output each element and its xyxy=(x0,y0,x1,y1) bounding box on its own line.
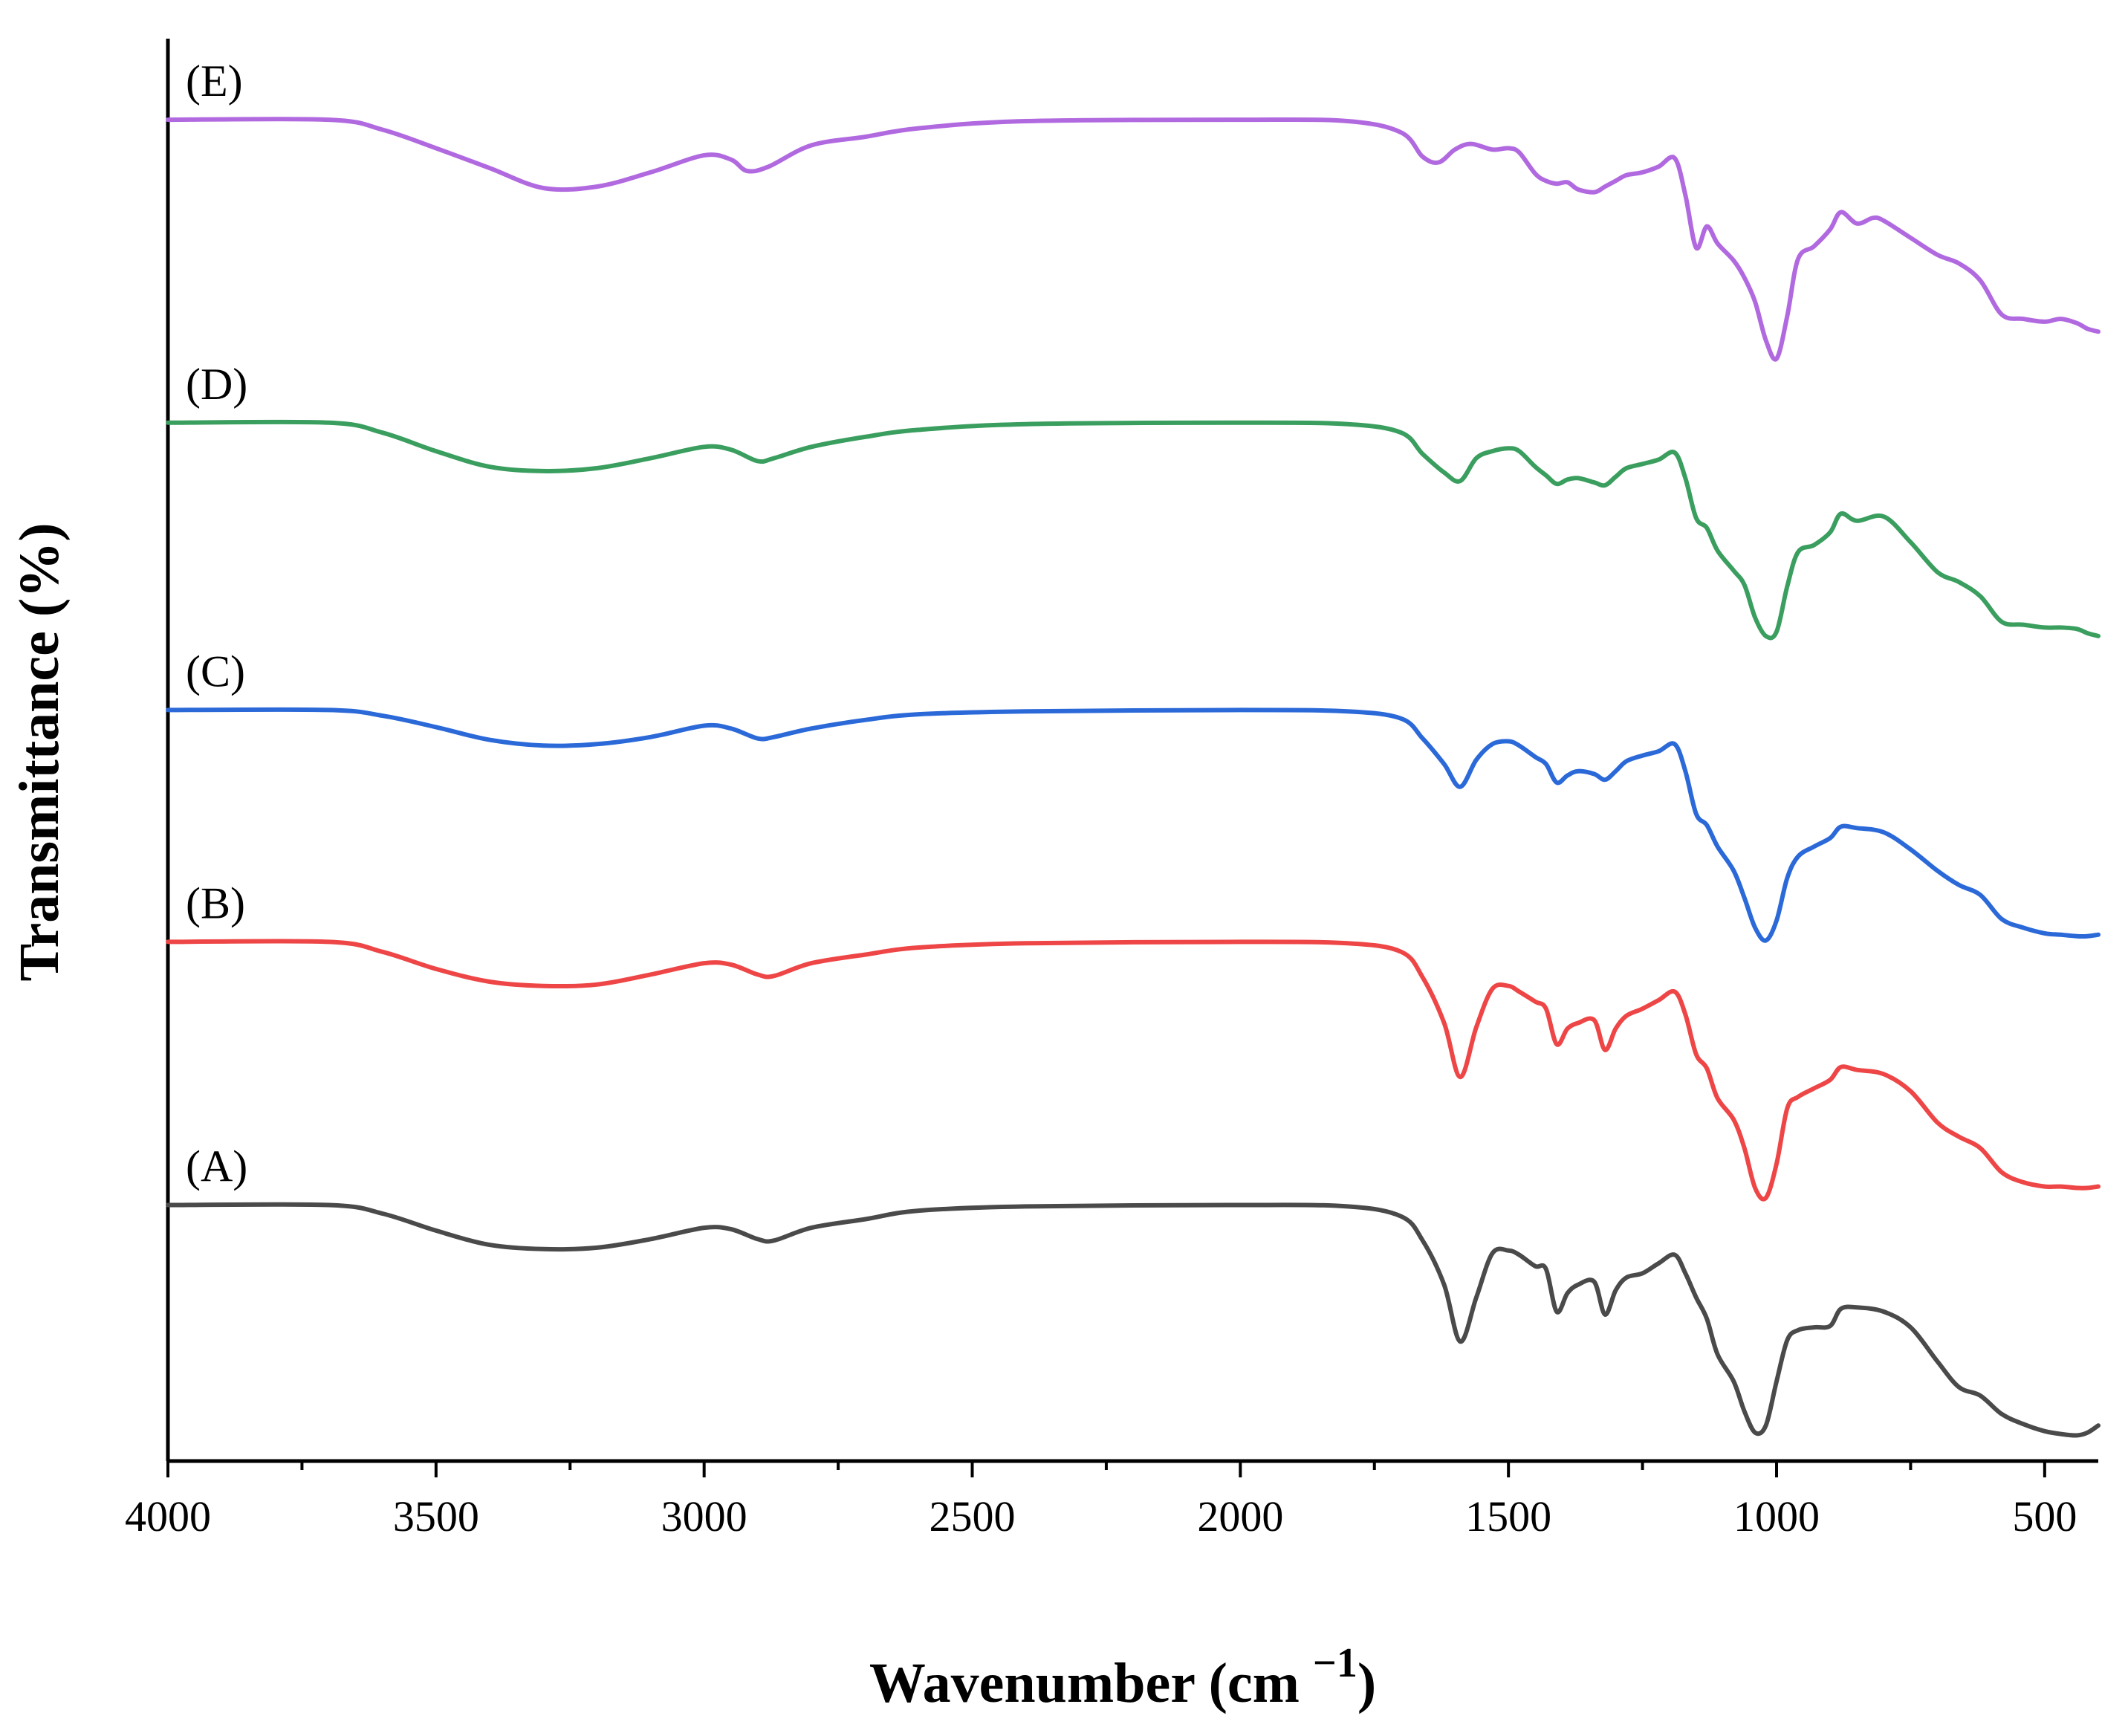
x-axis-title-close: ) xyxy=(1357,1652,1376,1714)
plot-area: 4000 3500 3000 2500 2000 1500 1000 500 (A) (B) (C… xyxy=(125,39,2101,1541)
x-tick-label: 3500 xyxy=(393,1492,479,1541)
x-tick-label: 2500 xyxy=(930,1492,1016,1541)
y-axis-title: Transmittance (%) xyxy=(8,522,71,981)
series-label-d: (D) xyxy=(186,360,247,409)
x-axis-title-superscript: −1 xyxy=(1313,1640,1357,1686)
x-axis-title: Wavenumber (cm −1) xyxy=(869,1640,1376,1714)
series-line-c xyxy=(166,707,2101,943)
series-line-e xyxy=(166,117,2101,362)
series-line-a xyxy=(166,1202,2101,1438)
x-tick-label: 1500 xyxy=(1465,1492,1551,1541)
x-axis-ticks xyxy=(166,1461,2046,1477)
series-label-c: (C) xyxy=(186,647,245,696)
series-line-b xyxy=(166,939,2101,1202)
series-label-a: (A) xyxy=(186,1141,247,1191)
series-labels: (A) (B) (C) (D) (E) xyxy=(186,56,247,1191)
series-line-d xyxy=(166,419,2101,641)
series-label-e: (E) xyxy=(186,56,243,106)
x-axis-tick-labels: 4000 3500 3000 2500 2000 1500 1000 500 xyxy=(125,1492,2077,1541)
x-tick-label: 500 xyxy=(2012,1492,2077,1541)
x-tick-label: 1000 xyxy=(1733,1492,1820,1541)
x-tick-label: 2000 xyxy=(1197,1492,1283,1541)
x-axis-title-text: Wavenumber (cm xyxy=(869,1652,1300,1714)
series-lines xyxy=(166,117,2101,1438)
x-tick-label: 4000 xyxy=(125,1492,211,1541)
series-label-b: (B) xyxy=(186,878,245,927)
x-tick-label: 3000 xyxy=(661,1492,747,1541)
